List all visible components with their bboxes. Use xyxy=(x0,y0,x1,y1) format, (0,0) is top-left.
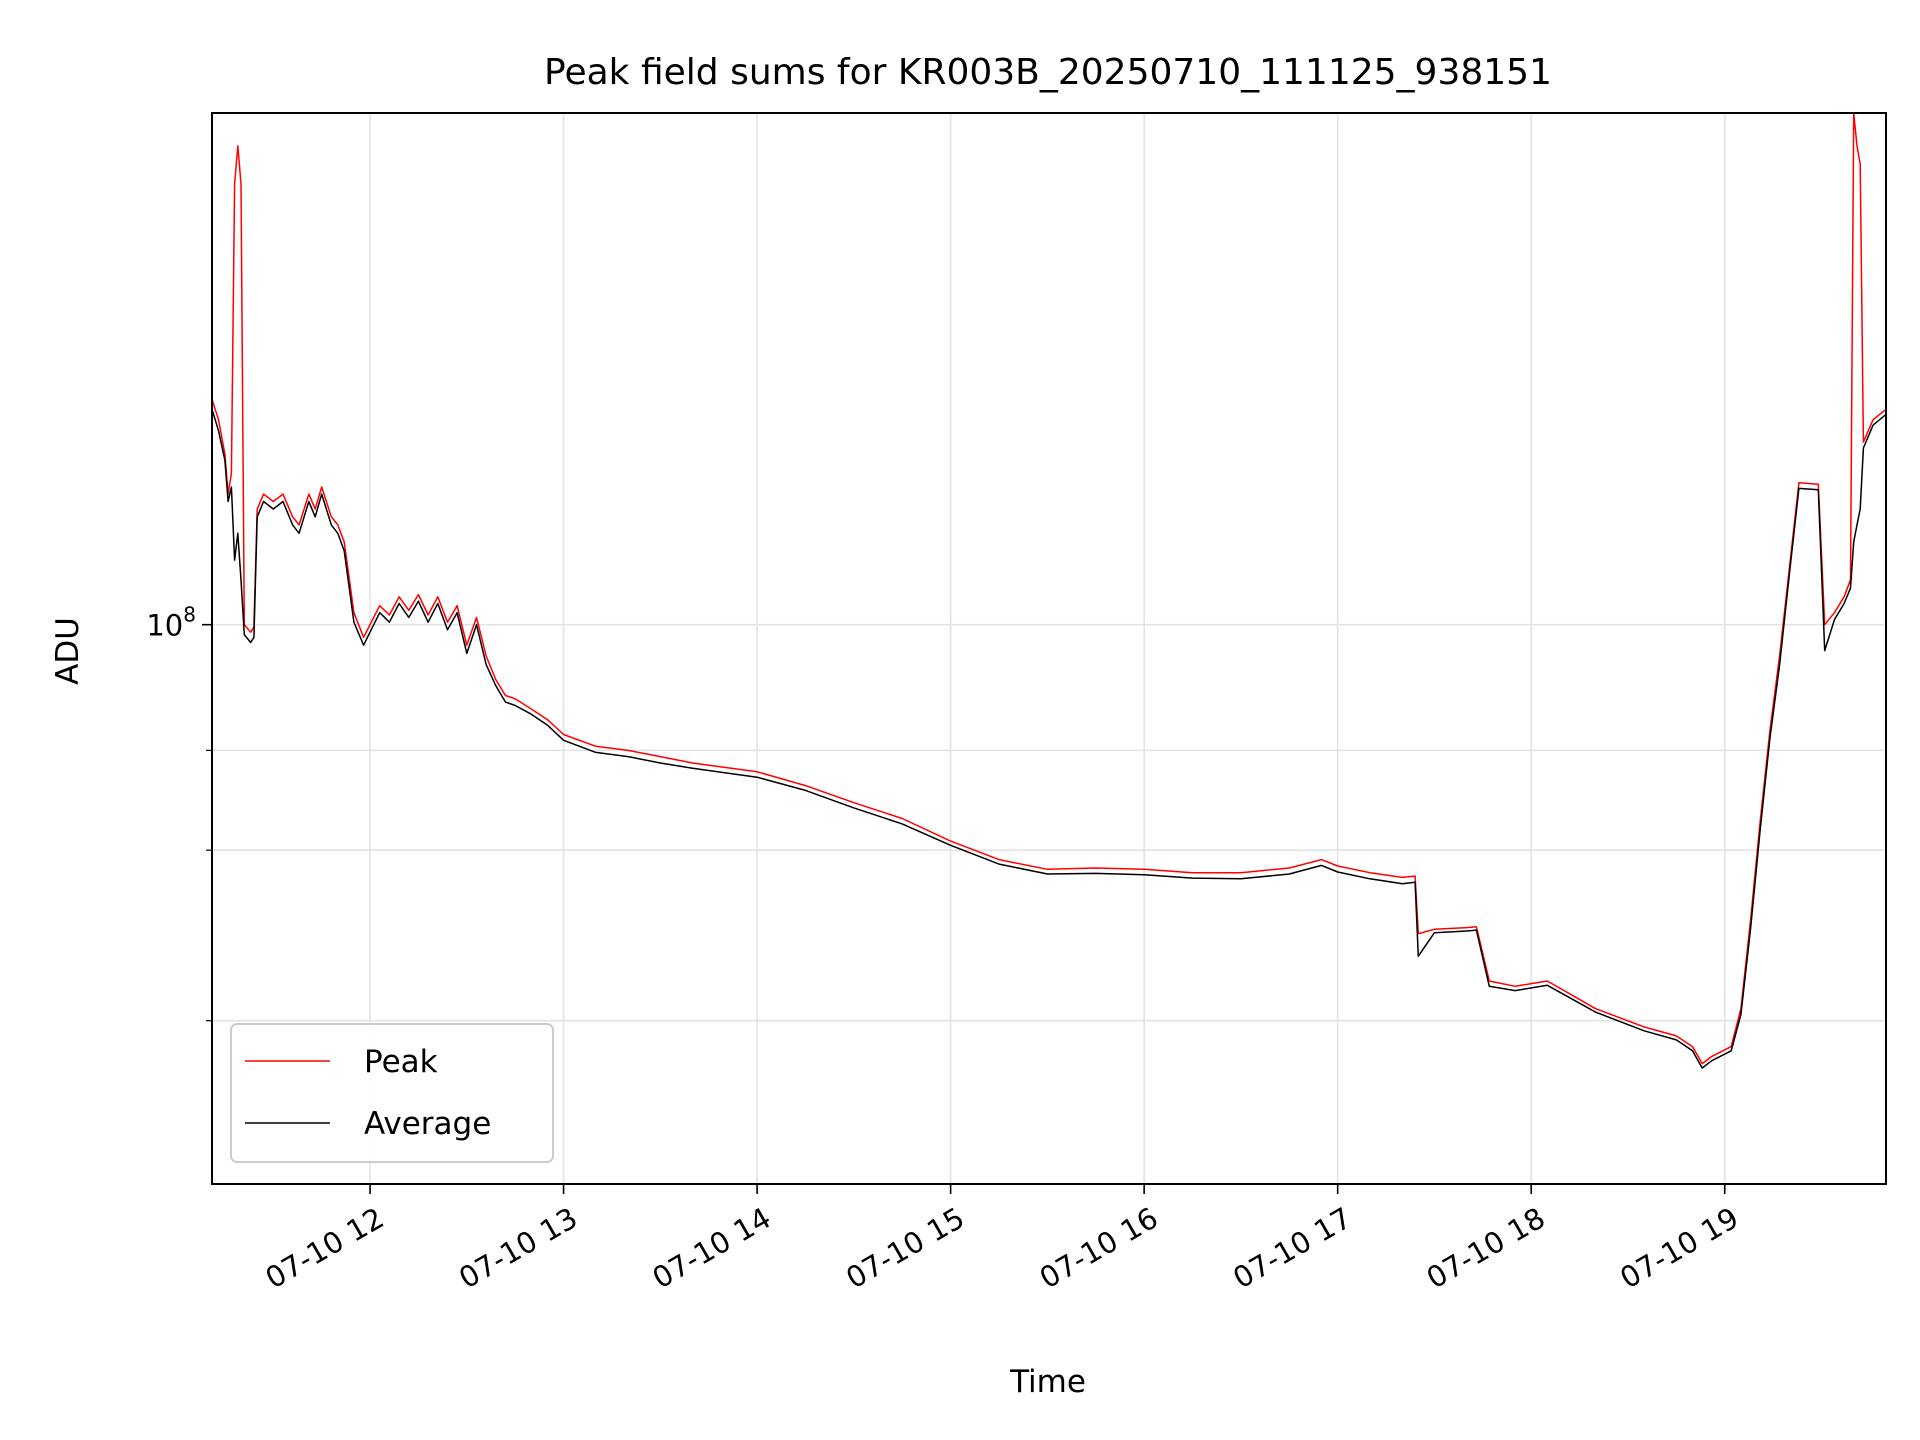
x-axis-label: Time xyxy=(1009,1364,1086,1400)
series-lines xyxy=(211,112,1887,1069)
plot-frame xyxy=(211,112,1887,1185)
legend-label-average: Average xyxy=(364,1106,491,1142)
series-line-average xyxy=(211,409,1887,1069)
chart-title: Peak field sums for KR003B_20250710_1111… xyxy=(544,52,1552,93)
legend-box xyxy=(230,1023,554,1163)
series-line-peak xyxy=(211,112,1887,1065)
legend: Peak Average xyxy=(230,1023,554,1163)
grid xyxy=(212,113,1886,1184)
y-axis-label: ADU xyxy=(50,617,86,685)
legend-label-peak: Peak xyxy=(364,1044,438,1080)
